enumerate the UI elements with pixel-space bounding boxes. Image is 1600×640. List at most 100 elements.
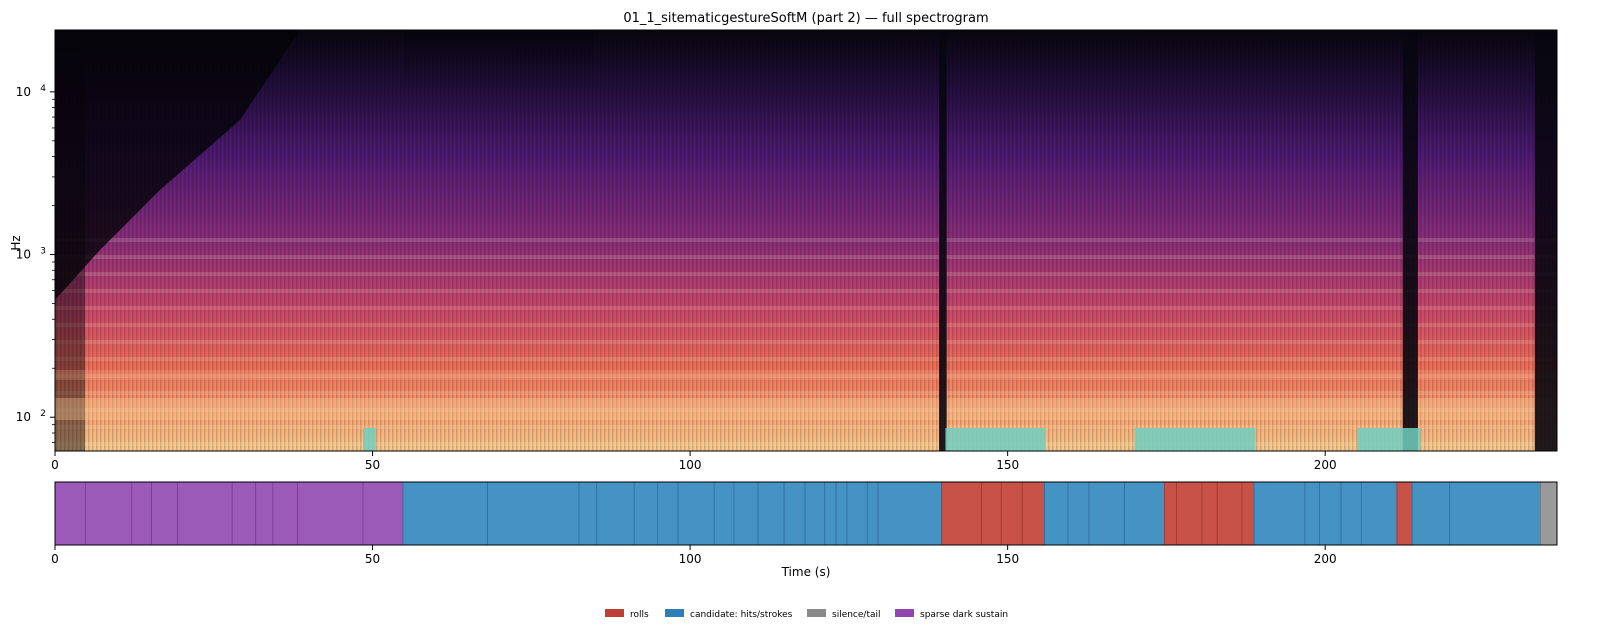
segment <box>1360 481 1398 546</box>
segment <box>1304 481 1320 546</box>
x-axis-label: Time (s) <box>781 565 831 579</box>
segment <box>941 481 983 546</box>
segment <box>1449 481 1541 546</box>
segment <box>578 481 598 546</box>
x-tick-label: 0 <box>51 458 59 472</box>
legend-label-sustain: sparse dark sustain <box>920 610 1008 620</box>
spectrogram-harmonic-texture <box>55 230 1557 451</box>
segment <box>131 481 152 546</box>
y-tick-label: 10 <box>16 410 31 424</box>
legend-swatch-hits <box>665 609 684 617</box>
segment <box>1044 481 1069 546</box>
x-tick-label: 0 <box>51 552 59 566</box>
segment <box>151 481 178 546</box>
segment <box>231 481 257 546</box>
spectrogram-bright-low-band <box>55 398 1557 420</box>
segment <box>177 481 233 546</box>
segment <box>713 481 735 546</box>
segment <box>1411 481 1451 546</box>
segment <box>1540 481 1558 546</box>
segment <box>1067 481 1090 546</box>
segment <box>981 481 1002 546</box>
segment <box>54 481 86 546</box>
x-tick-label: 200 <box>1314 458 1337 472</box>
spectrogram-plot <box>55 30 1557 451</box>
spectrogram-y-axis: 10 2 10 3 10 4 <box>16 84 55 443</box>
segment <box>757 481 785 546</box>
x-tick-label: 100 <box>679 552 702 566</box>
segment <box>297 481 364 546</box>
x-tick-label: 50 <box>365 458 380 472</box>
quiet-gap <box>939 30 947 451</box>
x-tick-label: 150 <box>996 552 1019 566</box>
segment <box>362 481 404 546</box>
y-tick-exponent: 4 <box>40 84 46 94</box>
segment <box>1176 481 1203 546</box>
spectrogram-teal-bands <box>363 428 1421 451</box>
segment <box>402 481 488 546</box>
x-tick-label: 150 <box>996 458 1019 472</box>
segment <box>1253 481 1306 546</box>
segment <box>804 481 826 546</box>
legend-label-hits: candidate: hits/strokes <box>690 610 793 620</box>
teal-band <box>1134 428 1256 451</box>
segment <box>824 481 837 546</box>
segment <box>783 481 806 546</box>
quiet-gap <box>1534 30 1557 451</box>
x-tick-label: 100 <box>679 458 702 472</box>
legend-swatch-sustain <box>895 609 914 617</box>
segment <box>596 481 635 546</box>
segment <box>1319 481 1342 546</box>
spectrogram-dark-zone <box>404 30 594 90</box>
spectrogram-dark-intro <box>55 30 300 300</box>
legend-label-silence: silence/tail <box>832 610 881 620</box>
segment <box>1340 481 1362 546</box>
y-tick-exponent: 2 <box>40 409 46 419</box>
segment <box>255 481 274 546</box>
segment <box>1124 481 1165 546</box>
segment <box>866 481 879 546</box>
spectrogram-frame <box>54 29 1558 452</box>
segment <box>1201 481 1218 546</box>
segment <box>1021 481 1045 546</box>
segment <box>877 481 942 546</box>
x-tick-label: 200 <box>1314 552 1337 566</box>
segment <box>1000 481 1023 546</box>
segment <box>487 481 580 546</box>
segment <box>633 481 659 546</box>
spectrogram-x-axis: 0 50 100 150 200 <box>51 451 1337 472</box>
segment <box>677 481 715 546</box>
segment <box>1164 481 1177 546</box>
legend-label-rolls: rolls <box>630 610 649 620</box>
segment <box>733 481 759 546</box>
segment <box>846 481 868 546</box>
legend-swatch-silence <box>807 609 826 617</box>
teal-band <box>1356 428 1421 451</box>
segment <box>1216 481 1243 546</box>
segment <box>1396 481 1413 546</box>
segment <box>657 481 679 546</box>
segment <box>1088 481 1125 546</box>
spectrogram-quiet-gaps <box>939 30 1557 451</box>
y-tick-exponent: 3 <box>40 247 46 257</box>
spectrogram-title: 01_1_sitematicgestureSoftM (part 2) — fu… <box>623 11 988 26</box>
segment <box>272 481 299 546</box>
segment <box>1241 481 1255 546</box>
legend: rolls candidate: hits/strokes silence/tail… <box>605 609 1008 620</box>
quiet-gap <box>1402 30 1418 451</box>
segment <box>835 481 848 546</box>
teal-band <box>363 428 376 451</box>
segment <box>85 481 133 546</box>
segment-x-axis: 0 50 100 150 200 <box>51 545 1337 566</box>
teal-band <box>945 428 1046 451</box>
legend-swatch-rolls <box>605 609 624 617</box>
spectrogram-dark-left-edge <box>55 30 85 451</box>
segment-strip <box>54 481 1558 546</box>
y-tick-label: 10 <box>16 85 31 99</box>
x-tick-label: 50 <box>365 552 380 566</box>
y-axis-label: Hz <box>9 235 23 250</box>
y-tick-label: 10 <box>16 248 31 262</box>
spectrogram-band-mid <box>55 370 1557 380</box>
segment-strip-frame <box>54 481 1558 546</box>
